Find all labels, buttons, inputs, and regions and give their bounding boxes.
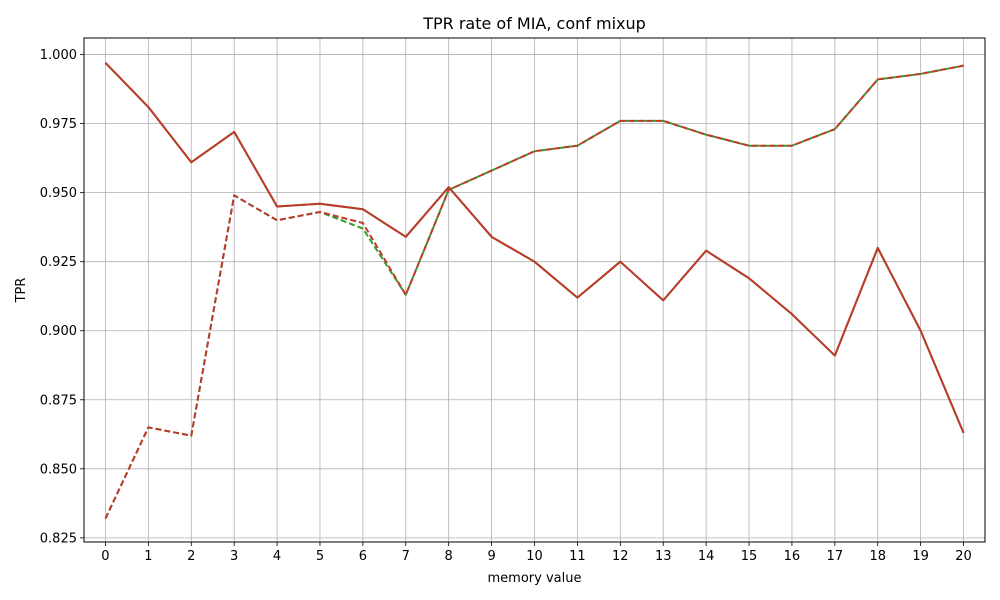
x-tick-label: 19 [912,549,929,564]
y-axis-ticks: 0.825 0.850 0.875 0.900 0.925 0.950 0.975 1.000 [40,48,84,546]
x-tick-label: 5 [316,549,324,564]
y-tick-label: 0.925 [40,255,77,270]
y-tick-label: 1.000 [40,48,77,63]
y-tick-label: 0.900 [40,324,77,339]
y-axis-label: TPR [14,278,29,304]
y-tick-label: 0.975 [40,117,77,132]
x-tick-label: 1 [144,549,152,564]
chart-title: TPR rate of MIA, conf mixup [422,14,646,33]
grid-layer [84,38,985,542]
x-axis-ticks: 0 1 2 3 4 5 6 7 8 9 10 11 12 13 14 15 16 17 18 19 20 [101,542,972,564]
y-tick-label: 0.850 [40,462,77,477]
x-tick-label: 14 [698,549,715,564]
y-tick-label: 0.950 [40,186,77,201]
x-tick-label: 20 [955,549,972,564]
x-tick-label: 4 [273,549,281,564]
series-line-4 [104,62,965,434]
x-tick-label: 7 [402,549,410,564]
x-tick-label: 0 [101,549,109,564]
series-layer [104,62,965,519]
x-tick-label: 8 [445,549,453,564]
y-tick-label: 0.875 [40,393,77,408]
x-tick-label: 10 [526,549,543,564]
x-axis-label: memory value [488,571,582,586]
x-tick-label: 11 [569,549,586,564]
x-tick-label: 3 [230,549,238,564]
x-tick-label: 13 [655,549,672,564]
x-tick-label: 9 [487,549,495,564]
x-tick-label: 17 [827,549,844,564]
series-line-2 [104,64,964,519]
y-tick-label: 0.825 [40,531,77,546]
x-tick-label: 15 [741,549,758,564]
x-tick-label: 12 [612,549,629,564]
x-tick-label: 16 [784,549,801,564]
x-tick-label: 6 [359,549,367,564]
x-tick-label: 2 [187,549,195,564]
x-tick-label: 18 [869,549,886,564]
